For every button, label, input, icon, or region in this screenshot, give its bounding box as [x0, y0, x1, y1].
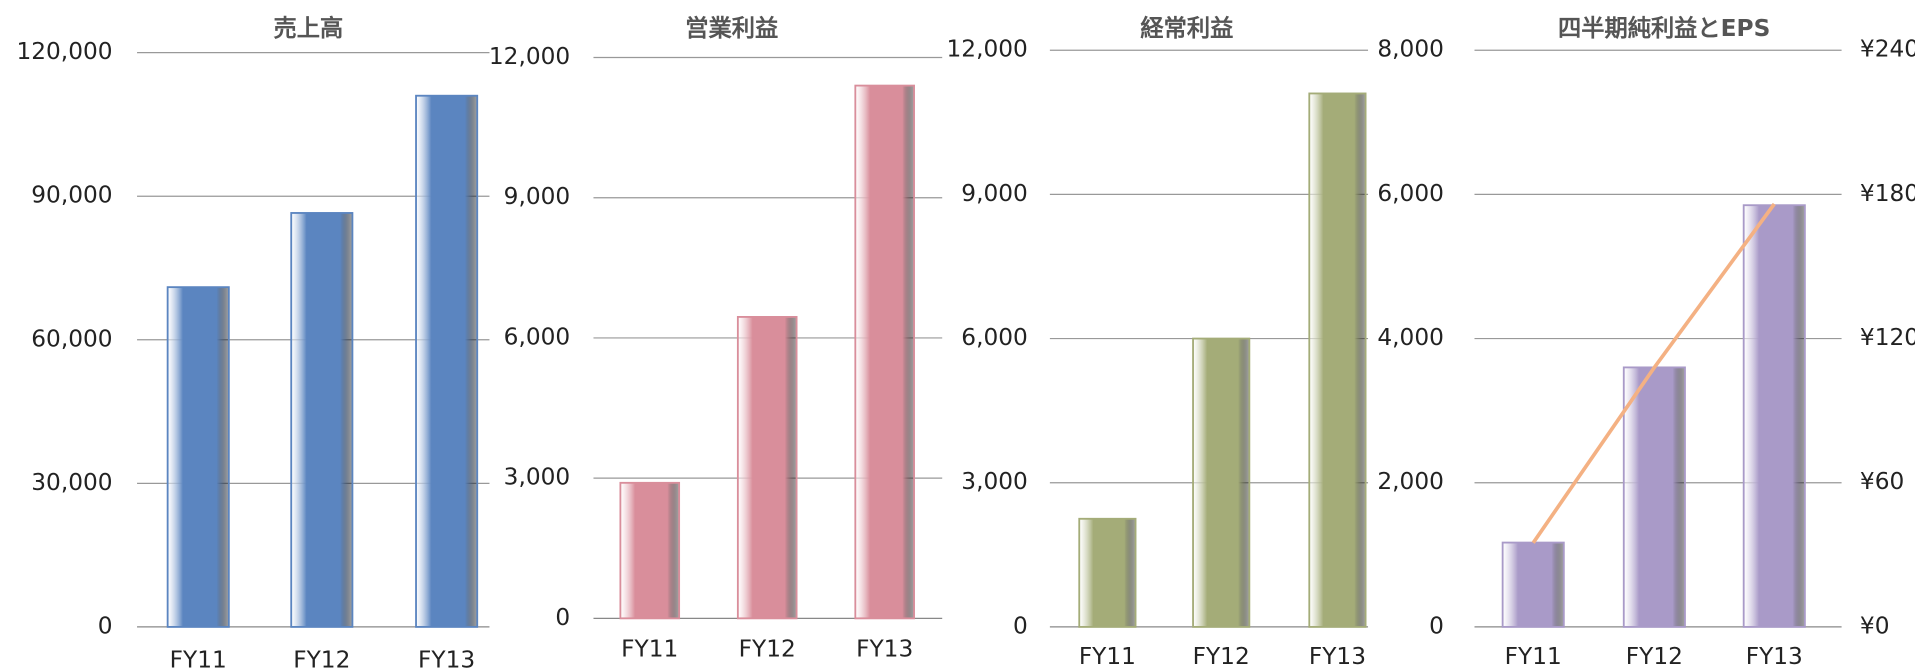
x-tick-label: FY11 [621, 636, 678, 663]
y2-tick-label: ¥60 [1860, 468, 1904, 495]
y-tick-label: 6,000 [961, 324, 1028, 351]
chart-title: 経常利益 [1140, 15, 1233, 42]
x-tick-label: FY12 [1193, 643, 1250, 670]
y-tick-label: 12,000 [947, 36, 1028, 63]
bar [1742, 204, 1806, 628]
chart-title: 営業利益 [685, 15, 778, 42]
bar [1078, 517, 1137, 628]
bar [1308, 92, 1367, 628]
bar [854, 84, 915, 620]
x-tick-label: FY12 [1626, 643, 1683, 670]
x-tick-label: FY13 [418, 647, 475, 671]
y-tick-label: 0 [98, 612, 113, 639]
bar [290, 212, 354, 628]
x-tick-label: FY13 [1309, 643, 1366, 670]
y-tick-label: 9,000 [961, 180, 1028, 207]
x-tick-label: FY11 [170, 647, 227, 671]
y-tick-label: 2,000 [1377, 468, 1444, 495]
y-tick-label: 90,000 [31, 182, 112, 209]
y-tick-label: 6,000 [504, 323, 571, 350]
y-tick-label: 0 [1429, 612, 1444, 639]
y-tick-label: 9,000 [504, 183, 571, 210]
bar [1501, 541, 1565, 628]
bar [1192, 337, 1251, 628]
y-tick-label: 0 [555, 604, 570, 631]
y-tick-label: 12,000 [489, 43, 570, 70]
line [1531, 202, 1776, 544]
bar [736, 316, 798, 620]
y-tick-label: 3,000 [961, 468, 1028, 495]
x-tick-label: FY13 [856, 636, 913, 663]
y-tick-label: 60,000 [31, 325, 112, 352]
y2-tick-label: ¥180 [1860, 180, 1915, 207]
y-tick-label: 0 [1013, 612, 1028, 639]
y-tick-label: 3,000 [504, 464, 571, 491]
bar [166, 286, 230, 628]
y2-tick-label: ¥240 [1860, 36, 1915, 63]
x-tick-label: FY11 [1505, 643, 1562, 670]
bar [415, 94, 479, 628]
y-tick-label: 8,000 [1377, 36, 1444, 63]
x-tick-label: FY11 [1079, 643, 1136, 670]
y-tick-label: 30,000 [31, 469, 112, 496]
x-tick-label: FY12 [293, 647, 350, 671]
y2-tick-label: ¥120 [1860, 324, 1915, 351]
bar [1622, 366, 1686, 628]
bar [619, 481, 681, 620]
y-tick-label: 4,000 [1377, 324, 1444, 351]
chart-title: 四半期純利益とEPS [1558, 15, 1770, 42]
x-tick-label: FY13 [1746, 643, 1803, 670]
y-tick-label: 6,000 [1377, 180, 1444, 207]
x-tick-label: FY12 [739, 636, 796, 663]
chart-title: 売上高 [273, 15, 343, 42]
y-tick-label: 120,000 [16, 38, 112, 65]
y2-tick-label: ¥0 [1860, 612, 1890, 639]
